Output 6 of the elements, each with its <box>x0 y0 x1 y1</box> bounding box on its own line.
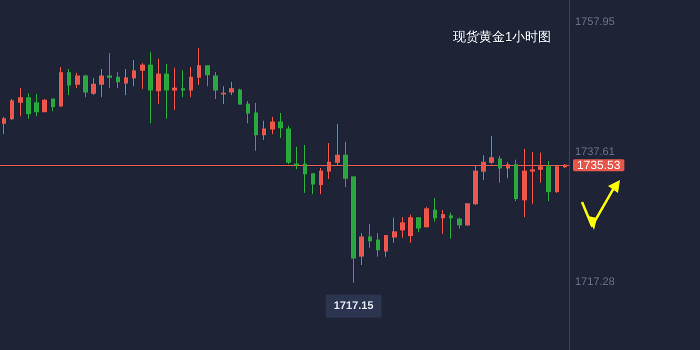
y-tick-label: 1737.61 <box>575 146 615 158</box>
text: 现货黄金1小时图 <box>453 29 552 44</box>
annotation: 1717.15 <box>334 300 374 312</box>
ref-line-label: 1735.53 <box>577 158 621 172</box>
y-tick-label: 1757.95 <box>575 16 615 28</box>
y-tick-label: 1717.28 <box>575 276 615 288</box>
